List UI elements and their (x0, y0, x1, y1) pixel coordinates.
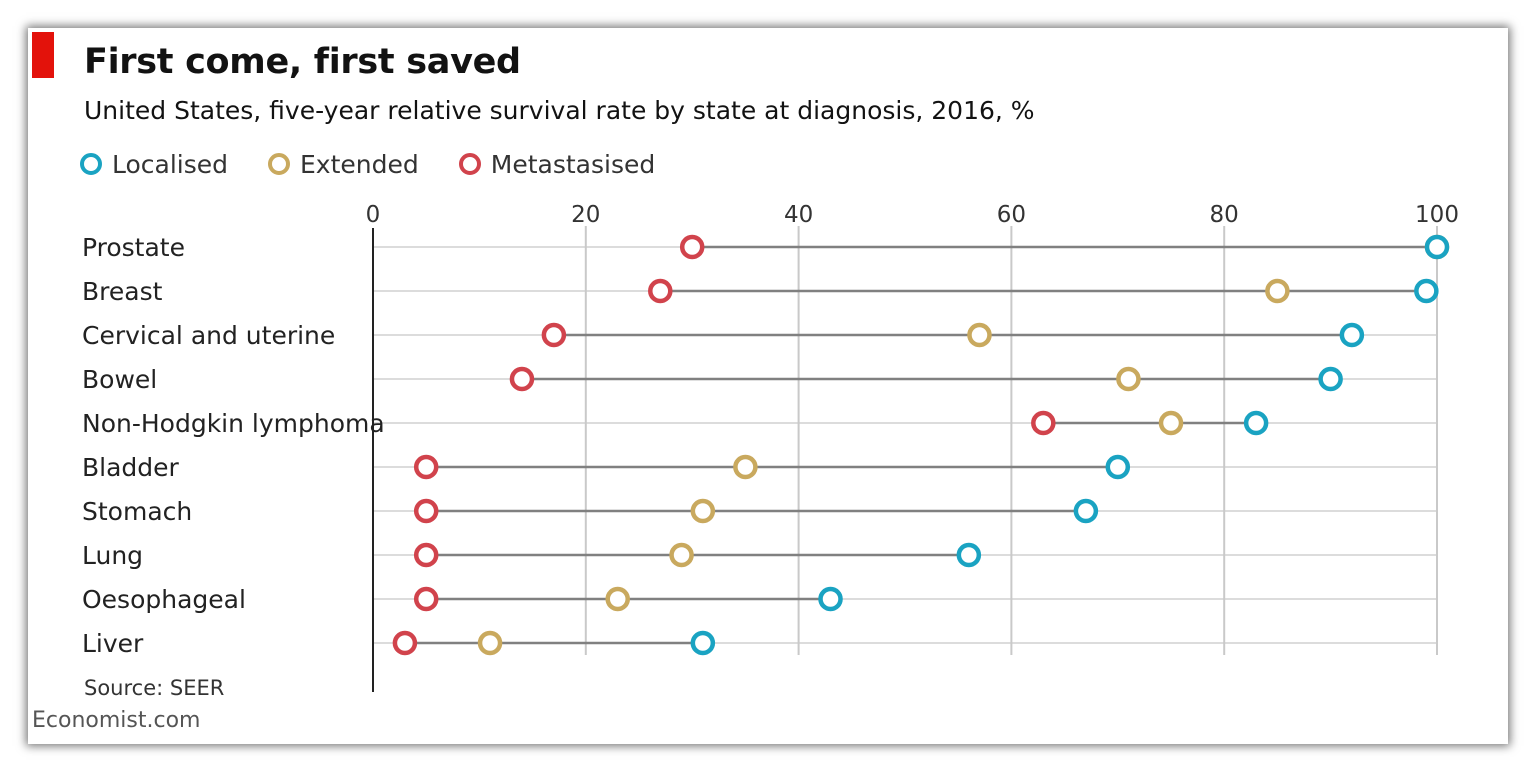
x-tick-label: 20 (571, 202, 600, 228)
x-tick-label: 60 (997, 202, 1026, 228)
point-extended (605, 586, 630, 612)
point-metastasised (509, 366, 535, 392)
point-extended (477, 630, 503, 656)
point-metastasised (413, 542, 439, 568)
point-localised (1424, 234, 1450, 260)
brand-red-tag (32, 32, 54, 78)
category-label: Breast (82, 277, 163, 306)
category-label: Lung (82, 541, 143, 570)
brand-label: Economist.com (32, 708, 201, 733)
category-label: Liver (82, 629, 144, 658)
category-label: Cervical and uterine (82, 321, 335, 350)
x-tick-label: 100 (1415, 202, 1459, 228)
legend-marker-metastasised (458, 153, 481, 175)
point-metastasised (413, 498, 439, 524)
category-label: Bowel (82, 365, 157, 394)
legend-marker-localised (80, 153, 102, 175)
point-metastasised (1031, 410, 1056, 436)
point-extended (967, 322, 992, 348)
category-label: Bladder (82, 453, 180, 482)
point-metastasised (679, 234, 705, 260)
point-metastasised (541, 322, 567, 348)
x-tick-label: 80 (1210, 202, 1239, 228)
category-label: Non-Hodgkin lymphoma (82, 409, 385, 438)
category-label: Oesophageal (82, 585, 246, 614)
point-metastasised (648, 278, 673, 304)
point-localised (1414, 278, 1439, 304)
chart-frame (28, 28, 1508, 744)
legend-item-localised: Localised (80, 150, 228, 179)
legend-label-localised: Localised (112, 149, 229, 179)
point-localised (1318, 366, 1343, 392)
point-metastasised (413, 586, 439, 612)
point-localised (1243, 410, 1269, 436)
legend-item-metastasised: Metastasised (458, 149, 656, 179)
point-metastasised (392, 630, 418, 656)
point-extended (690, 498, 716, 524)
point-localised (690, 630, 716, 656)
point-extended (1158, 410, 1184, 436)
point-extended (1116, 366, 1141, 392)
legend: Localised Extended Metastasised (80, 146, 695, 182)
point-extended (733, 454, 758, 480)
category-label: Stomach (82, 497, 192, 526)
point-localised (1073, 498, 1099, 524)
x-tick-label: 40 (784, 202, 813, 228)
legend-marker-extended (268, 153, 291, 175)
point-extended (669, 542, 694, 568)
legend-item-extended: Extended (268, 150, 419, 179)
legend-label-metastasised: Metastasised (490, 149, 656, 179)
point-localised (1105, 454, 1131, 480)
source-note: Source: SEER (84, 676, 225, 700)
chart-title: First come, first saved (84, 42, 521, 82)
legend-label-extended: Extended (300, 149, 419, 179)
point-localised (956, 542, 982, 568)
chart-subtitle: United States, five-year relative surviv… (84, 96, 1035, 125)
point-localised (818, 586, 843, 612)
x-tick-label: 0 (366, 202, 381, 228)
point-localised (1339, 322, 1365, 348)
point-metastasised (413, 454, 439, 480)
point-extended (1265, 278, 1290, 304)
category-label: Prostate (82, 233, 185, 262)
